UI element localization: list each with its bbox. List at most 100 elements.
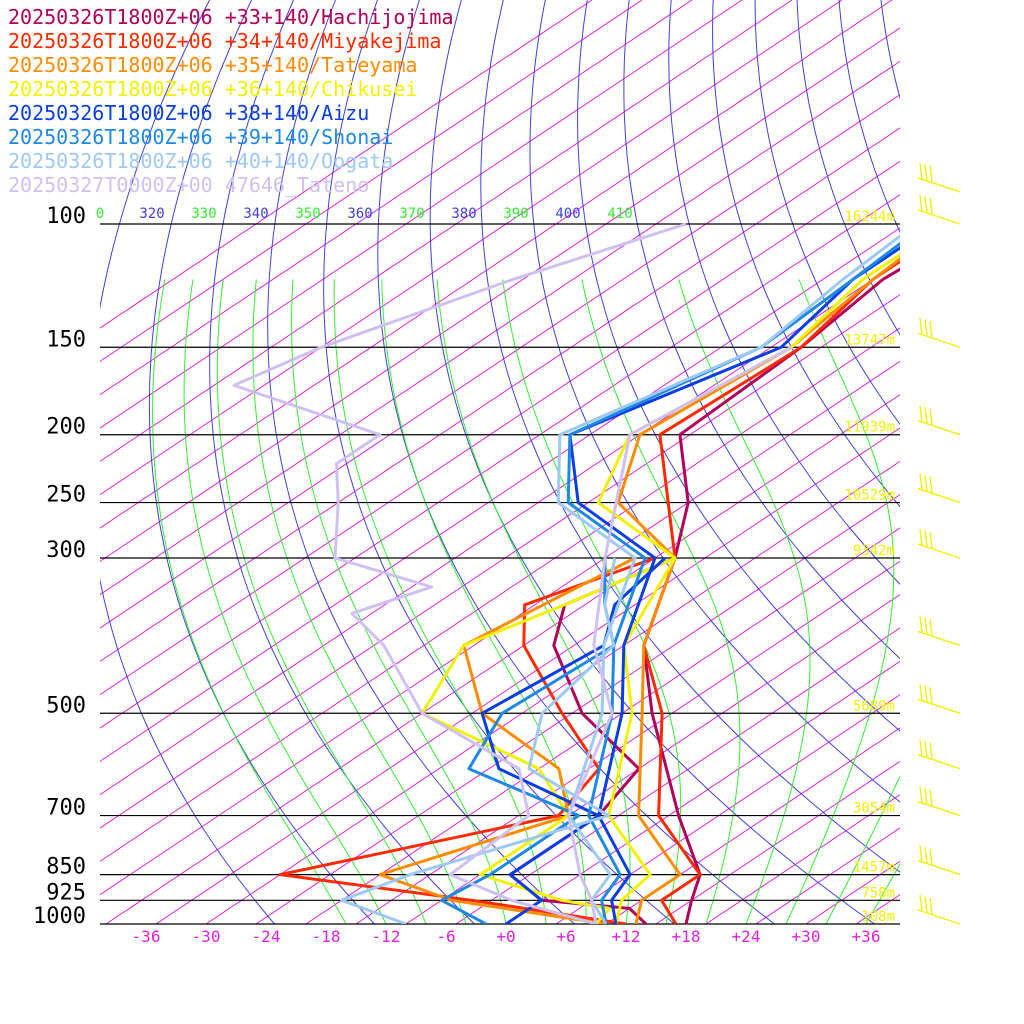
pressure-tick-label: 200: [46, 415, 86, 440]
wind-barb-flag: [924, 617, 928, 635]
wind-barb-flag: [924, 787, 928, 805]
isotherm-line: [305, 527, 900, 924]
moist-adiabat-line: [865, 863, 900, 924]
moist-adiabat-line: [678, 279, 811, 924]
legend-entry: 20250326T1800Z+06 +38+140/Aizu: [8, 101, 369, 125]
moist-adiabat-line: [906, 279, 1024, 924]
wind-barb-staff: [917, 177, 961, 193]
wind-barb-flag: [924, 847, 928, 864]
pressure-tick-label: 850: [46, 855, 86, 880]
wind-barb: [917, 473, 961, 504]
temperature-tick-label: +36: [852, 927, 881, 946]
wind-barb-flag: [924, 196, 928, 213]
moist-adiabat-line: [381, 279, 587, 924]
dry-adiabat-line: [880, 0, 900, 100]
moist-adiabat-line: [581, 279, 741, 924]
isotherm-line: [855, 894, 900, 924]
wind-barb-flag: [919, 318, 923, 335]
temperature-profile-6: [566, 241, 900, 924]
legend-entry: 20250326T1800Z+06 +34+140/Miyakejima: [8, 29, 441, 53]
wind-barb-flag: [929, 789, 933, 806]
wind-barb: [917, 616, 961, 647]
moist-adiabat-line: [825, 775, 900, 924]
wind-barb: [917, 894, 961, 925]
moist-adiabat-line: [785, 279, 895, 924]
temperature-tick-label: -30: [192, 927, 221, 946]
isotherm-line: [455, 627, 900, 924]
legend-entry: 20250326T1800Z+06 +36+140/Chikusei: [8, 77, 417, 101]
isotherm-line: [255, 494, 900, 924]
wind-barb-flag: [924, 474, 928, 492]
isotherm-line: [100, 227, 900, 762]
temperature-tick-label: +0: [496, 927, 515, 946]
theta-label: 320: [139, 206, 164, 222]
wind-barb-flag: [929, 687, 933, 704]
theta-label: 390: [503, 206, 528, 222]
wind-barb: [917, 739, 961, 770]
wind-barb-flag: [929, 619, 933, 636]
height-label: 9342m: [853, 543, 895, 559]
pressure-tick-label: 100: [46, 204, 86, 229]
wind-barb-flag: [924, 407, 928, 424]
dry-adiabat-line: [100, 0, 275, 924]
wind-barb: [917, 194, 961, 225]
height-label: 13747m: [844, 332, 895, 348]
dry-adiabat-line: [754, 0, 900, 426]
pressure-tick-label: 500: [46, 693, 86, 718]
isotherm-line: [100, 0, 793, 462]
isotherm-line: [100, 294, 900, 829]
theta-label: 370: [399, 206, 424, 222]
temperature-tick-label: -18: [312, 927, 341, 946]
dry-adiabat-line: [623, 0, 900, 660]
temperature-profile-4: [596, 252, 900, 924]
isotherm-line: [205, 460, 900, 924]
height-label: 758m: [861, 885, 895, 901]
moist-adiabat-line: [152, 279, 347, 924]
temperature-profile-5: [568, 246, 900, 924]
isotherm-line: [100, 194, 900, 729]
wind-barb-flag: [929, 531, 933, 549]
pressure-tick-label: 700: [46, 796, 86, 821]
theta-label: 330: [191, 206, 216, 222]
dry-adiabat-line: [923, 0, 1024, 924]
isotherm-line: [906, 0, 1024, 924]
height-label: 16244m: [844, 209, 895, 225]
moist-adiabat-line: [183, 279, 387, 924]
pressure-tick-label: 300: [46, 538, 86, 563]
dry-adiabat-line: [577, 0, 900, 732]
height-label: 10529m: [844, 488, 895, 504]
wind-barb-staff: [917, 332, 961, 348]
height-label: 108m: [861, 909, 895, 925]
isotherm-line: [100, 260, 900, 796]
temperature-tick-label: +24: [732, 927, 761, 946]
wind-barb-staff: [917, 420, 961, 436]
wind-barb-flag: [919, 739, 923, 756]
legend-entry: 20250326T1800Z+06 +35+140/Tateyama: [8, 53, 417, 77]
wind-barb: [917, 405, 961, 436]
isotherm-line: [1006, 0, 1024, 924]
isotherm-line: [100, 360, 900, 896]
wind-barb-flag: [919, 616, 923, 633]
legend-entry: 20250327T0000Z+00 47646_Tateno: [8, 173, 369, 197]
theta-label: 380: [451, 206, 476, 222]
temperature-tick-label: +12: [612, 927, 641, 946]
wind-barb: [917, 162, 961, 193]
temperature-profile-8: [567, 345, 792, 924]
wind-barb: [917, 845, 961, 876]
height-label: 3054m: [853, 801, 895, 817]
isotherm-line: [755, 827, 900, 924]
temperature-tick-label: +30: [792, 927, 821, 946]
temperature-tick-label: -12: [372, 927, 401, 946]
temperature-tick-label: -36: [132, 927, 161, 946]
dewpoint-profile-3: [378, 556, 636, 924]
temperature-tick-label: +6: [556, 927, 575, 946]
wind-barb-flag: [929, 165, 933, 183]
wind-barb-staff: [917, 859, 961, 876]
height-labels: 16244m 13747m 11939m 10529m 9342m 5689m 3054m 1…: [844, 209, 895, 925]
wind-barbs: [917, 162, 961, 925]
temperature-tick-label: +18: [672, 927, 701, 946]
wind-barb-flag: [919, 194, 923, 212]
dewpoint-profile-4: [420, 556, 676, 924]
legend-entry: 20250326T1800Z+06 +40+140/Oogata: [8, 149, 393, 173]
